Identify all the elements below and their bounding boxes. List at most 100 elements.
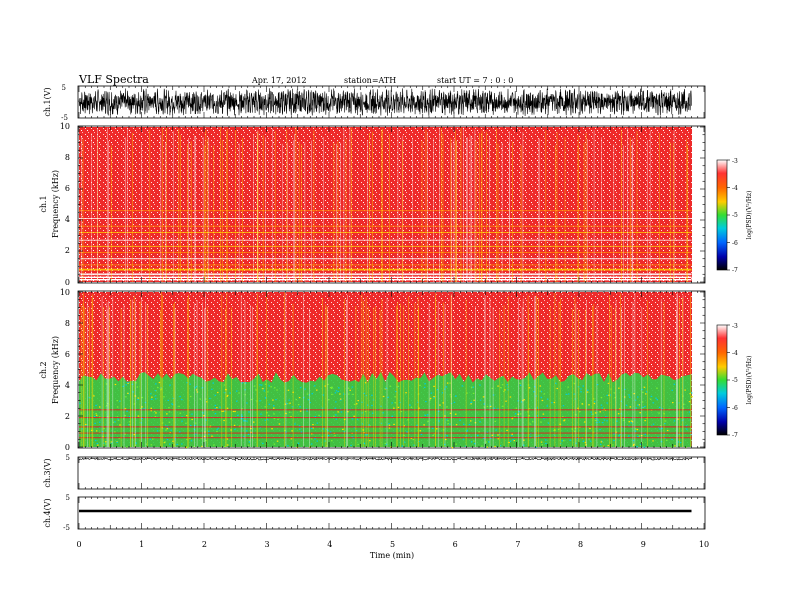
ch2-band-speckle (393, 423, 395, 425)
ch2-band-speckle (165, 429, 167, 431)
ch2-band-speckle (260, 384, 263, 386)
ch2-band-speckle (577, 386, 580, 388)
ch2-band-speckle (270, 386, 272, 388)
ch2-band-speckle (459, 419, 461, 421)
ch2-band-speckle (127, 382, 129, 384)
ch2-band-speckle (172, 404, 174, 406)
ch2-band-speckle (119, 400, 121, 402)
ch2-band-speckle (163, 442, 166, 444)
ch2-band-speckle (514, 413, 517, 415)
ch2-band-speckle (135, 382, 137, 384)
ch2-band-speckle (582, 440, 585, 442)
ch2-band-speckle (160, 389, 162, 391)
ch2-band-speckle (337, 411, 339, 413)
ch2-band-speckle (567, 386, 569, 388)
ch2-band-speckle (562, 405, 565, 407)
header-station: station=ATH (344, 76, 396, 85)
ch2-band-speckle (335, 414, 337, 416)
ch2-band-speckle (363, 392, 365, 394)
ch2-band-speckle (593, 402, 596, 405)
ch2-band-speckle (536, 415, 539, 417)
ch2-band-speckle (512, 439, 514, 441)
ch2-band-speckle (264, 396, 267, 399)
ch2-band-speckle (127, 382, 129, 384)
ch2-band-speckle (482, 396, 485, 398)
ch2-band-speckle (573, 382, 576, 385)
ch2-band-speckle (335, 390, 338, 392)
ch2-band-speckle (644, 405, 646, 408)
ch2-band-speckle (391, 402, 393, 404)
ch2-band-speckle (343, 418, 346, 421)
ch2-band-speckle (455, 413, 457, 415)
ch2-band-speckle (241, 382, 244, 384)
ch2-band-speckle (206, 401, 208, 403)
ch2-band-speckle (595, 417, 597, 419)
ch2-band-speckle (394, 396, 396, 398)
ch2-band-speckle (608, 394, 610, 396)
ch2-band-speckle (140, 407, 142, 410)
ch2-band-speckle (489, 405, 492, 407)
ch2-band-speckle (543, 418, 545, 420)
ch2-band-speckle (170, 429, 172, 431)
ch2-band-speckle (616, 420, 618, 422)
ch2-band-speckle (93, 416, 96, 418)
ch2-band-speckle (248, 411, 250, 413)
ch2-band-speckle (172, 440, 174, 442)
ch2-band-speckle (316, 440, 318, 442)
ch2-band-speckle (264, 406, 266, 408)
ch2-band-speckle (644, 433, 646, 435)
ch2-band-speckle (523, 439, 525, 441)
ch2-band-speckle (150, 393, 152, 395)
ch2-band-speckle (433, 385, 435, 387)
ch2-band-speckle (661, 408, 664, 410)
ch2-band-speckle (241, 427, 243, 429)
ch2-band-speckle (334, 407, 337, 409)
ch2-band-speckle (143, 408, 145, 410)
ch2-band-speckle (539, 390, 541, 392)
ch2-band-speckle (688, 401, 691, 403)
ch2-band-speckle (635, 407, 638, 409)
ch2-band-speckle (368, 424, 370, 426)
ch2-band-speckle (551, 402, 553, 404)
ch2-band-speckle (190, 440, 193, 442)
ch2-band-speckle (533, 391, 535, 393)
ch2-band-speckle (340, 399, 342, 401)
ch2-band-speckle (483, 406, 486, 408)
ch1-ftick-2: 2 (65, 246, 70, 255)
ch2-band-speckle (217, 391, 219, 394)
ch2-band-speckle (313, 385, 316, 387)
ch2-band-speckle (479, 399, 482, 401)
ch2-band-speckle (331, 386, 333, 388)
ch2-band-speckle (515, 407, 518, 409)
ch2-band-speckle (273, 443, 276, 445)
ch2-band-speckle (309, 402, 311, 404)
ch2-band-speckle (268, 385, 270, 387)
ch2-band-speckle (520, 401, 523, 403)
cbar1-tick-m4: -4 (732, 185, 738, 192)
ch2-band-speckle (181, 420, 183, 422)
ch2-spectrogram-features (79, 292, 693, 449)
cbar1-tick-m6: -6 (732, 240, 738, 247)
ch2-band-speckle (494, 420, 496, 422)
ch2-band-speckle (95, 404, 97, 406)
ch2-band-speckle (441, 392, 444, 394)
ch2-band-speckle (264, 383, 267, 385)
ch2-band-speckle (393, 407, 395, 409)
ch2-band-speckle (618, 387, 620, 389)
ch2-band-speckle (303, 397, 305, 399)
ch2-band-speckle (273, 418, 276, 420)
ch2-band-speckle (419, 384, 421, 386)
ch2-band-speckle (95, 414, 98, 416)
ch2-band-speckle (493, 407, 496, 409)
ch2-band-speckle (588, 404, 590, 406)
ch2-band-speckle (195, 385, 198, 388)
ch2-band-speckle (652, 440, 654, 442)
ch2-band-speckle (216, 430, 218, 433)
ch2-band-speckle (652, 402, 655, 404)
ch2-band-speckle (661, 427, 663, 429)
ch2-band-speckle (295, 399, 297, 401)
ch2-band-speckle (674, 445, 676, 447)
ch2-band-speckle (424, 383, 426, 385)
ch2-band-speckle (300, 431, 303, 433)
ch2-band-speckle (125, 396, 127, 398)
